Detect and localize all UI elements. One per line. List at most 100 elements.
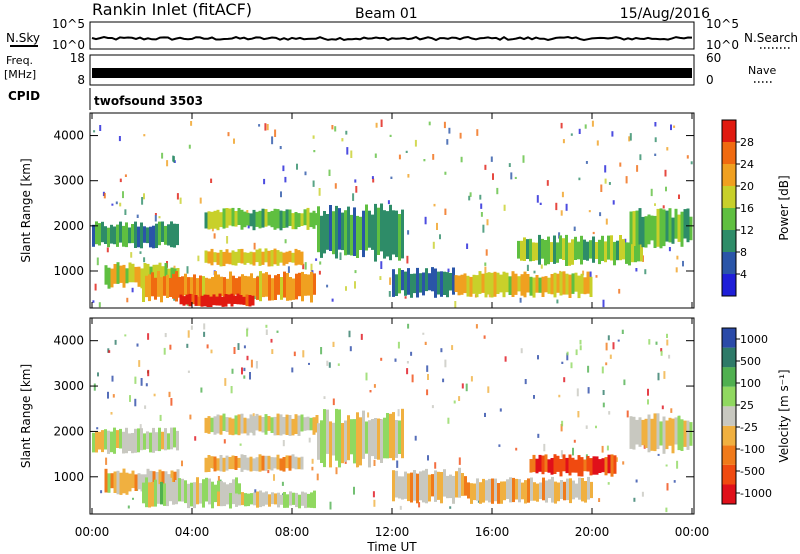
band-8-cell	[550, 274, 554, 295]
echo-speck	[380, 357, 383, 361]
colorbar-segment	[722, 142, 736, 164]
echo-speck	[514, 176, 517, 179]
echo-speck	[371, 176, 374, 179]
echo-speck	[354, 179, 357, 183]
band-4-cell	[240, 248, 244, 264]
band-7-cell	[395, 470, 398, 498]
band-6-cell	[395, 210, 398, 258]
band-5-cell	[216, 209, 220, 231]
band-8-cell	[511, 271, 515, 297]
band-6-cell	[398, 420, 401, 454]
echo-speck	[372, 178, 375, 183]
band-4-cell	[282, 252, 286, 266]
band-7-cell	[437, 471, 440, 500]
band-9-cell	[607, 454, 611, 474]
band-9-cell	[610, 454, 614, 477]
echo-speck	[284, 239, 287, 244]
colorbar-segment	[722, 386, 736, 407]
band-7-cell	[419, 471, 422, 501]
echo-speck	[636, 165, 639, 172]
echo-speck	[296, 163, 298, 170]
band-2-cell	[259, 271, 262, 302]
band-7-cell	[428, 474, 431, 502]
band-8-cell	[487, 272, 491, 295]
band-1-cell	[113, 471, 117, 493]
band-8-cell	[590, 481, 593, 499]
echo-speck	[585, 425, 588, 429]
echo-speck	[318, 270, 321, 275]
band-0-cell	[125, 222, 128, 248]
echo-speck	[657, 453, 660, 456]
band-8-cell	[566, 478, 569, 501]
band-9-cell	[541, 455, 545, 475]
echo-speck	[407, 230, 410, 235]
echo-speck	[265, 329, 268, 335]
colorbar-segment	[722, 347, 736, 368]
band-2-cell	[151, 482, 154, 507]
band-6-cell	[371, 214, 374, 250]
band-4-cell	[243, 455, 247, 470]
band-7-cell	[440, 271, 443, 297]
echo-speck	[389, 134, 392, 137]
band-4-cell	[222, 251, 226, 267]
echo-speck	[666, 483, 669, 491]
band-0-cell	[104, 429, 107, 450]
echo-speck	[446, 139, 449, 145]
band-2-cell	[223, 277, 226, 302]
band-0-cell	[164, 428, 167, 451]
band-0-cell	[131, 224, 134, 244]
band-4-cell	[273, 457, 277, 469]
band-1-cell	[116, 262, 120, 284]
band-2-cell	[142, 277, 145, 302]
y-tick-label: 2000	[53, 424, 84, 438]
band-4-cell	[219, 249, 223, 267]
echo-speck	[411, 374, 414, 383]
echo-speck	[647, 399, 649, 405]
band-2-cell	[196, 278, 199, 301]
band-4-cell	[285, 251, 289, 264]
band-0-cell	[161, 431, 164, 450]
band-9-cell	[565, 234, 568, 266]
band-2-cell	[172, 273, 175, 299]
band-5-cell	[231, 207, 235, 227]
band-3-cell	[301, 491, 304, 506]
echo-speck	[660, 348, 663, 352]
band-6-cell	[353, 207, 356, 256]
band-5-cell	[264, 414, 268, 435]
band-8-cell	[532, 277, 536, 298]
band-8-cell	[526, 274, 530, 293]
echo-speck	[96, 257, 99, 266]
band-2-cell	[205, 477, 208, 502]
echo-speck	[194, 436, 197, 441]
band-4-cell	[210, 248, 214, 266]
band-10-cell	[671, 418, 675, 454]
echo-speck	[111, 375, 114, 382]
echo-speck	[405, 150, 408, 153]
band-5-cell	[207, 211, 211, 230]
band-8-cell	[556, 273, 560, 293]
band-0-cell	[128, 433, 131, 451]
echo-speck	[264, 123, 267, 131]
echo-speck	[188, 144, 191, 149]
echo-speck	[492, 173, 494, 180]
band-0-cell	[119, 428, 122, 449]
echo-speck	[407, 174, 410, 178]
echo-speck	[93, 383, 96, 391]
station-title: Rankin Inlet (fitACF)	[92, 0, 252, 19]
band-2-cell	[157, 484, 160, 504]
band-7-cell	[440, 472, 443, 504]
echo-speck	[524, 379, 527, 385]
echo-speck	[253, 242, 256, 250]
band-4-cell	[243, 252, 247, 265]
band-5-cell	[252, 416, 256, 436]
echo-speck	[668, 247, 671, 252]
echo-speck	[558, 394, 561, 398]
noise-right-label: N.Search	[744, 31, 798, 45]
band-0-cell	[155, 223, 158, 248]
band-4-cell	[228, 252, 232, 265]
echo-speck	[287, 266, 290, 273]
echo-speck	[647, 388, 649, 396]
echo-speck	[432, 154, 435, 160]
band-0-cell	[98, 431, 101, 450]
band-9-cell	[586, 241, 589, 261]
